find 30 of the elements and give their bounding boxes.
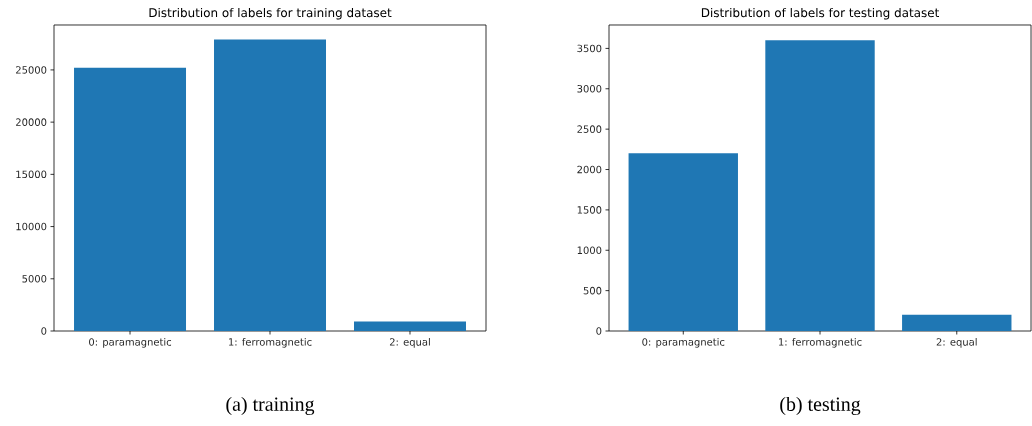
y-tick-label: 500 xyxy=(583,286,602,295)
text: (a) training xyxy=(226,396,315,416)
text: (b) testing xyxy=(780,396,861,416)
x-tick-label: 1: ferromagnetic xyxy=(229,338,312,348)
y-tick-label: 1000 xyxy=(577,246,602,255)
chart-title: Distribution of labels for testing dataset xyxy=(701,7,940,20)
y-tick-label: 0 xyxy=(41,327,47,335)
x-tick-label: 1: ferromagnetic xyxy=(779,338,862,348)
bar xyxy=(354,321,466,331)
y-tick-label: 3500 xyxy=(577,44,602,53)
x-tick-label: 0: paramagnetic xyxy=(642,338,725,348)
y-tick-label: 15000 xyxy=(16,170,47,179)
x-tick-label: 2: equal xyxy=(389,338,430,348)
bar xyxy=(765,40,875,331)
bar xyxy=(902,314,1012,331)
chart-title: Distribution of labels for training dataset xyxy=(149,7,392,20)
y-tick-label: 2500 xyxy=(577,125,602,133)
y-tick-label: 3000 xyxy=(577,85,602,93)
y-tick-label: 1500 xyxy=(577,206,602,214)
bar xyxy=(214,39,327,331)
y-tick-label: 20000 xyxy=(16,118,47,126)
bar xyxy=(74,67,187,331)
y-tick-label: 5000 xyxy=(22,275,47,283)
bar xyxy=(628,153,738,331)
y-tick-label: 10000 xyxy=(16,222,47,231)
x-tick-label: 0: paramagnetic xyxy=(89,338,172,348)
y-tick-label: 0 xyxy=(596,327,602,335)
y-tick-label: 25000 xyxy=(16,66,47,74)
x-tick-label: 2: equal xyxy=(936,338,977,348)
y-tick-label: 2000 xyxy=(577,165,602,174)
